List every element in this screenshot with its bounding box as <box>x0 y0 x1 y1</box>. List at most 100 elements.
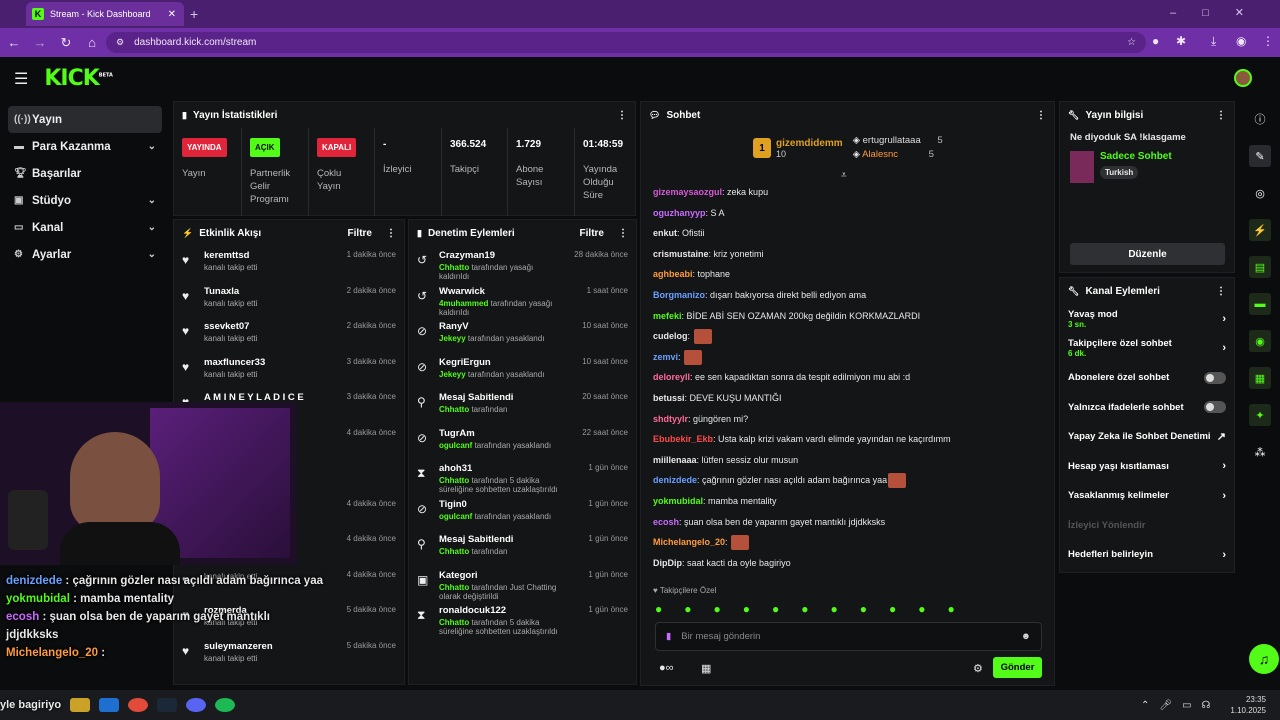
activity-username[interactable]: keremttsd <box>204 250 250 261</box>
channel-action-row[interactable]: Yalnızca ifadelerle sohbet <box>1060 393 1234 423</box>
chat-username[interactable]: betussi <box>653 392 685 403</box>
user-avatar[interactable] <box>1234 69 1252 87</box>
moderation-target[interactable]: Wwarwick <box>439 285 485 297</box>
activity-username[interactable]: A M I N E Y L A D I C E <box>204 392 304 403</box>
download-icon[interactable]: ⤓ <box>1211 34 1217 48</box>
chat-username[interactable]: cudelog <box>653 331 688 342</box>
wrench-icon[interactable]: ✦ <box>1249 404 1271 426</box>
kick-logo[interactable]: KICKBETA <box>44 66 113 91</box>
forward-icon[interactable]: → <box>33 35 47 50</box>
spotify-icon[interactable] <box>215 698 236 712</box>
sidebar-item-kanal[interactable]: ▭ Kanal ⌄ <box>14 221 156 234</box>
chat-settings-icon[interactable]: ⚙ <box>973 663 983 675</box>
emoji-icon[interactable]: ☻ <box>1021 631 1031 642</box>
chat-username[interactable]: shdtyylr <box>653 413 689 424</box>
moderator-name[interactable]: Chhatto <box>439 476 470 485</box>
hamburger-menu-icon[interactable]: ☰ <box>14 70 29 88</box>
moderator-name[interactable]: Chhatto <box>439 263 470 272</box>
sidebar-item-para-kazanma[interactable]: ▬ Para Kazanma ⌄ <box>14 140 156 153</box>
sidebar-item-ayarlar[interactable]: ⚙ Ayarlar ⌄ <box>14 248 156 261</box>
channel-action-row[interactable]: Takipçilere özel sohbet 6 dk. › <box>1060 334 1234 364</box>
moderation-target[interactable]: KegriErgun <box>439 356 491 368</box>
chat-username[interactable]: gizemaysaozgul <box>653 187 723 197</box>
extensions-puzzle-icon[interactable]: ✱ <box>1176 34 1187 48</box>
menu-dots-icon[interactable]: ⋮ <box>1262 34 1274 48</box>
activity-username[interactable]: rozmerda <box>204 605 247 616</box>
toggle-switch[interactable] <box>1204 401 1226 414</box>
collapse-icon[interactable]: ⩡ <box>841 170 847 181</box>
moderation-target[interactable]: Crazyman19 <box>439 250 495 261</box>
filter-button[interactable]: Filtre <box>579 227 604 239</box>
support-headset-icon[interactable]: ♫ <box>1249 644 1279 674</box>
broadcast-icon[interactable]: ◉ <box>1249 330 1271 352</box>
panel-menu-icon[interactable]: ⋮ <box>618 227 628 239</box>
chat-username[interactable]: mefeki <box>653 310 682 321</box>
moderator-name[interactable]: Chhatto <box>439 618 470 627</box>
moderator-name[interactable]: Jekeyy <box>439 369 466 379</box>
panel-menu-icon[interactable]: ⋮ <box>1216 109 1226 121</box>
clock[interactable]: 23:35 1.10.2025 <box>1230 695 1266 715</box>
emote-bar[interactable]: ● ● ● ● ● ● ● ● ● ● ● <box>655 602 955 616</box>
moderator-name[interactable]: Chhatto <box>439 405 470 414</box>
chat-username[interactable]: aghbeabi <box>653 269 693 280</box>
edit-button[interactable]: Düzenle <box>1070 243 1225 265</box>
moderation-target[interactable]: Tigin0 <box>439 498 467 510</box>
discord-icon[interactable] <box>186 698 207 712</box>
store-icon[interactable]: ▦ <box>701 663 712 675</box>
channel-action-row[interactable]: Hesap yaşı kısıtlaması › <box>1060 452 1234 482</box>
category-name[interactable]: Sadece Sohbet <box>1100 151 1172 162</box>
bookmark-star-icon[interactable]: ☆ <box>1127 37 1136 48</box>
sidebar-item-yayin[interactable]: ((·)) Yayın <box>8 106 162 133</box>
channel-action-row[interactable]: Yavaş mod 3 sn. › <box>1060 304 1234 334</box>
channel-action-row[interactable]: Hedefleri belirleyin › <box>1060 540 1234 570</box>
chat-username[interactable]: DipDip <box>653 557 682 568</box>
filter-button[interactable]: Filtre <box>347 227 372 239</box>
extension-icon[interactable]: ● <box>1152 34 1160 48</box>
moderation-target[interactable]: Mesaj Sabitlendi <box>439 392 514 403</box>
home-icon[interactable]: ⌂ <box>88 35 96 50</box>
file-explorer-icon[interactable] <box>70 698 91 712</box>
chrome-icon[interactable] <box>128 698 149 712</box>
back-icon[interactable]: ← <box>7 35 21 50</box>
clipboard-icon[interactable]: ▤ <box>1249 256 1271 278</box>
edit-pencil-icon[interactable]: ✎ <box>1249 145 1271 167</box>
chat-username[interactable]: yokmubidal <box>653 495 704 506</box>
sidebar-item-studyo[interactable]: ▣ Stüdyo ⌄ <box>14 194 156 207</box>
new-tab-button[interactable]: + <box>190 6 199 22</box>
chat-username[interactable]: denizdede <box>653 475 698 486</box>
channel-action-row[interactable]: Yapay Zeka ile Sohbet Denetimi ↗ <box>1060 422 1234 452</box>
activity-username[interactable]: maxfluncer33 <box>204 356 266 368</box>
chat-username[interactable]: Ebubekir_Ekb <box>653 434 714 445</box>
profile-avatar-icon[interactable]: ◉ <box>1236 34 1247 48</box>
send-button[interactable]: Gönder <box>993 657 1042 678</box>
chevron-right-icon[interactable]: › <box>1222 489 1226 502</box>
chevron-right-icon[interactable]: › <box>1222 548 1226 561</box>
chat-username[interactable]: Borgmanizo <box>653 289 706 300</box>
moderation-target[interactable]: RanyV <box>439 321 469 332</box>
chevron-right-icon[interactable]: › <box>1222 342 1226 355</box>
lightning-icon[interactable]: ⚡ <box>1249 219 1271 241</box>
moderator-name[interactable]: Jekeyy <box>439 334 466 343</box>
activity-username[interactable]: ssevket07 <box>204 321 250 332</box>
reload-icon[interactable]: ↻ <box>60 34 72 50</box>
browser-tab[interactable]: K Stream - Kick Dashboard ✕ <box>26 2 184 26</box>
moderation-target[interactable]: ronaldocuk122 <box>439 605 507 616</box>
moderator-name[interactable]: ogulcanf <box>439 440 473 450</box>
toggle-switch[interactable] <box>1204 371 1226 384</box>
outlook-icon[interactable] <box>99 698 120 712</box>
moderation-target[interactable]: TugrAm <box>439 427 475 439</box>
chat-username[interactable]: ecosh <box>653 516 680 527</box>
chat-icon[interactable]: ▬ <box>1249 293 1271 315</box>
moderation-target[interactable]: Kategori <box>439 569 478 581</box>
info-icon[interactable]: ⓘ <box>1254 114 1266 126</box>
moderator-name[interactable]: Chhatto <box>439 582 470 592</box>
chat-input[interactable]: ▮ Bir mesaj gönderin ☻ <box>655 622 1042 651</box>
activity-username[interactable]: suleymanzeren <box>204 640 273 652</box>
address-bar[interactable]: ⚙ dashboard.kick.com/stream ☆ <box>106 32 1146 53</box>
moderator-name[interactable]: ogulcanf <box>439 511 473 521</box>
panel-menu-icon[interactable]: ⋮ <box>617 109 627 121</box>
chevron-right-icon[interactable]: › <box>1222 312 1226 325</box>
panel-menu-icon[interactable]: ⋮ <box>386 227 396 239</box>
moderation-target[interactable]: ahoh31 <box>439 463 473 474</box>
window-controls[interactable]: –□✕ <box>1170 7 1270 19</box>
